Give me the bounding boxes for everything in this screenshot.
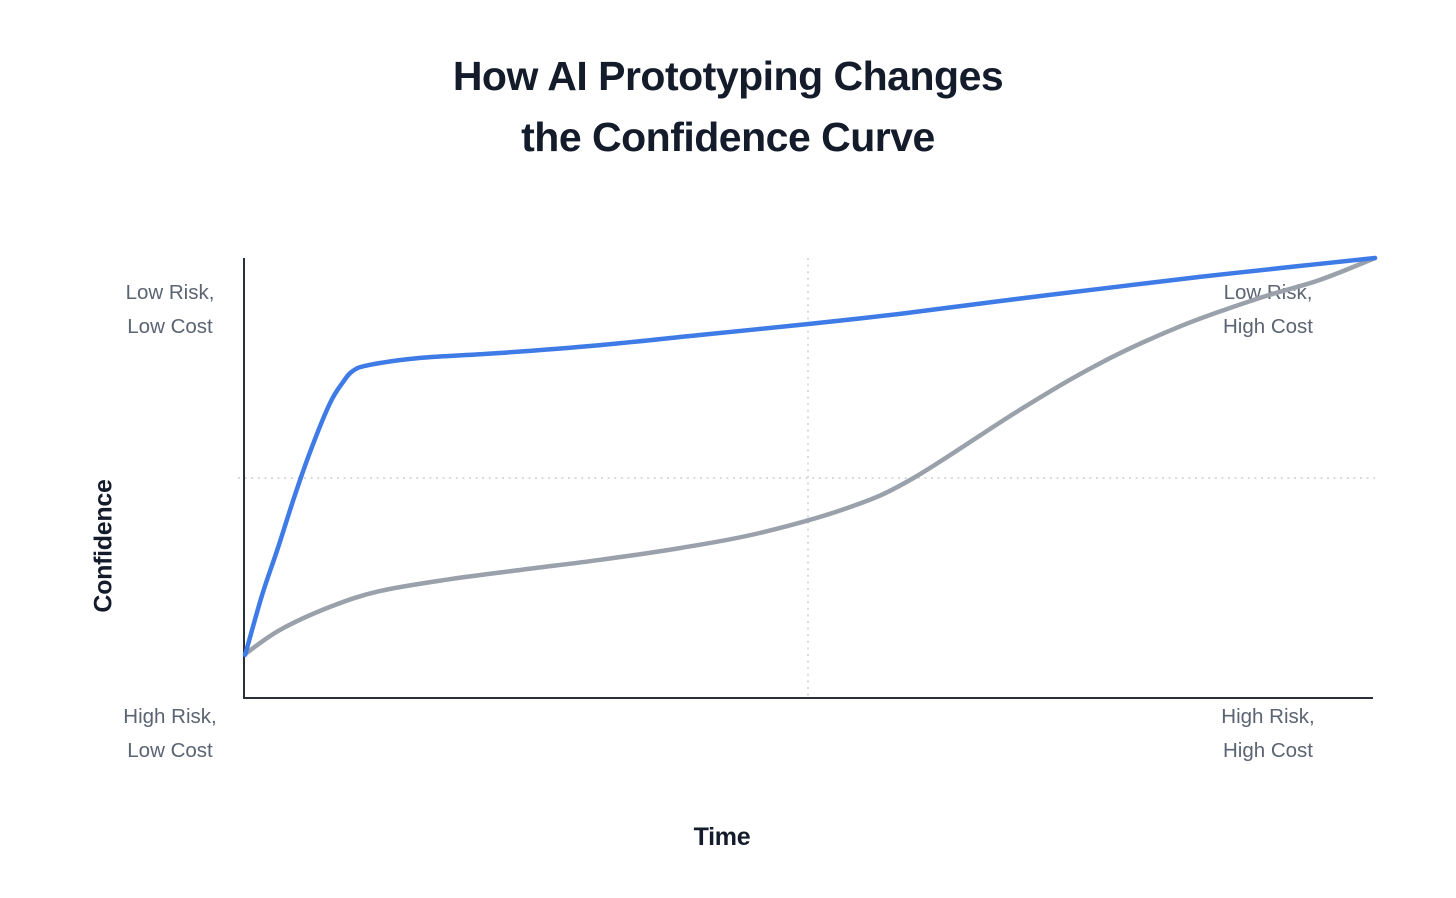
corner-label-low-risk-low-cost: Low Risk, Low Cost xyxy=(60,276,280,344)
corner-label-high-risk-high-cost: High Risk, High Cost xyxy=(1158,700,1378,768)
corner-label-low-risk-high-cost: Low Risk, High Cost xyxy=(1158,276,1378,344)
corner-label-line: High Risk, xyxy=(1221,705,1315,728)
chart-title: How AI Prototyping Changes the Confidenc… xyxy=(0,46,1456,168)
corner-label-line: Low Cost xyxy=(127,315,213,338)
corner-label-high-risk-low-cost: High Risk, Low Cost xyxy=(60,700,280,768)
corner-label-line: Low Risk, xyxy=(125,281,215,304)
x-axis-label: Time xyxy=(693,823,751,851)
corner-label-line: High Risk, xyxy=(123,705,217,728)
corner-label-line: Low Risk, xyxy=(1223,281,1313,304)
corner-label-line: High Cost xyxy=(1222,739,1313,762)
y-axis-label: Confidence xyxy=(89,479,118,613)
corner-label-line: High Cost xyxy=(1222,315,1313,338)
corner-label-line: Low Cost xyxy=(127,739,213,762)
chart-title-line-1: How AI Prototyping Changes xyxy=(452,53,1004,99)
chart-title-line-2: the Confidence Curve xyxy=(521,114,935,160)
